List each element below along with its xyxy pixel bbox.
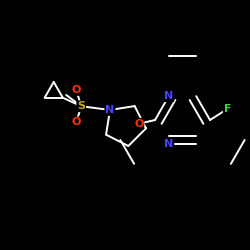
Text: N: N xyxy=(164,91,173,101)
Text: N: N xyxy=(164,139,173,149)
Text: O: O xyxy=(72,85,81,95)
Text: O: O xyxy=(72,118,81,128)
Text: N: N xyxy=(105,105,115,115)
Text: S: S xyxy=(77,101,85,111)
Text: O: O xyxy=(134,119,143,129)
Text: F: F xyxy=(224,104,231,114)
